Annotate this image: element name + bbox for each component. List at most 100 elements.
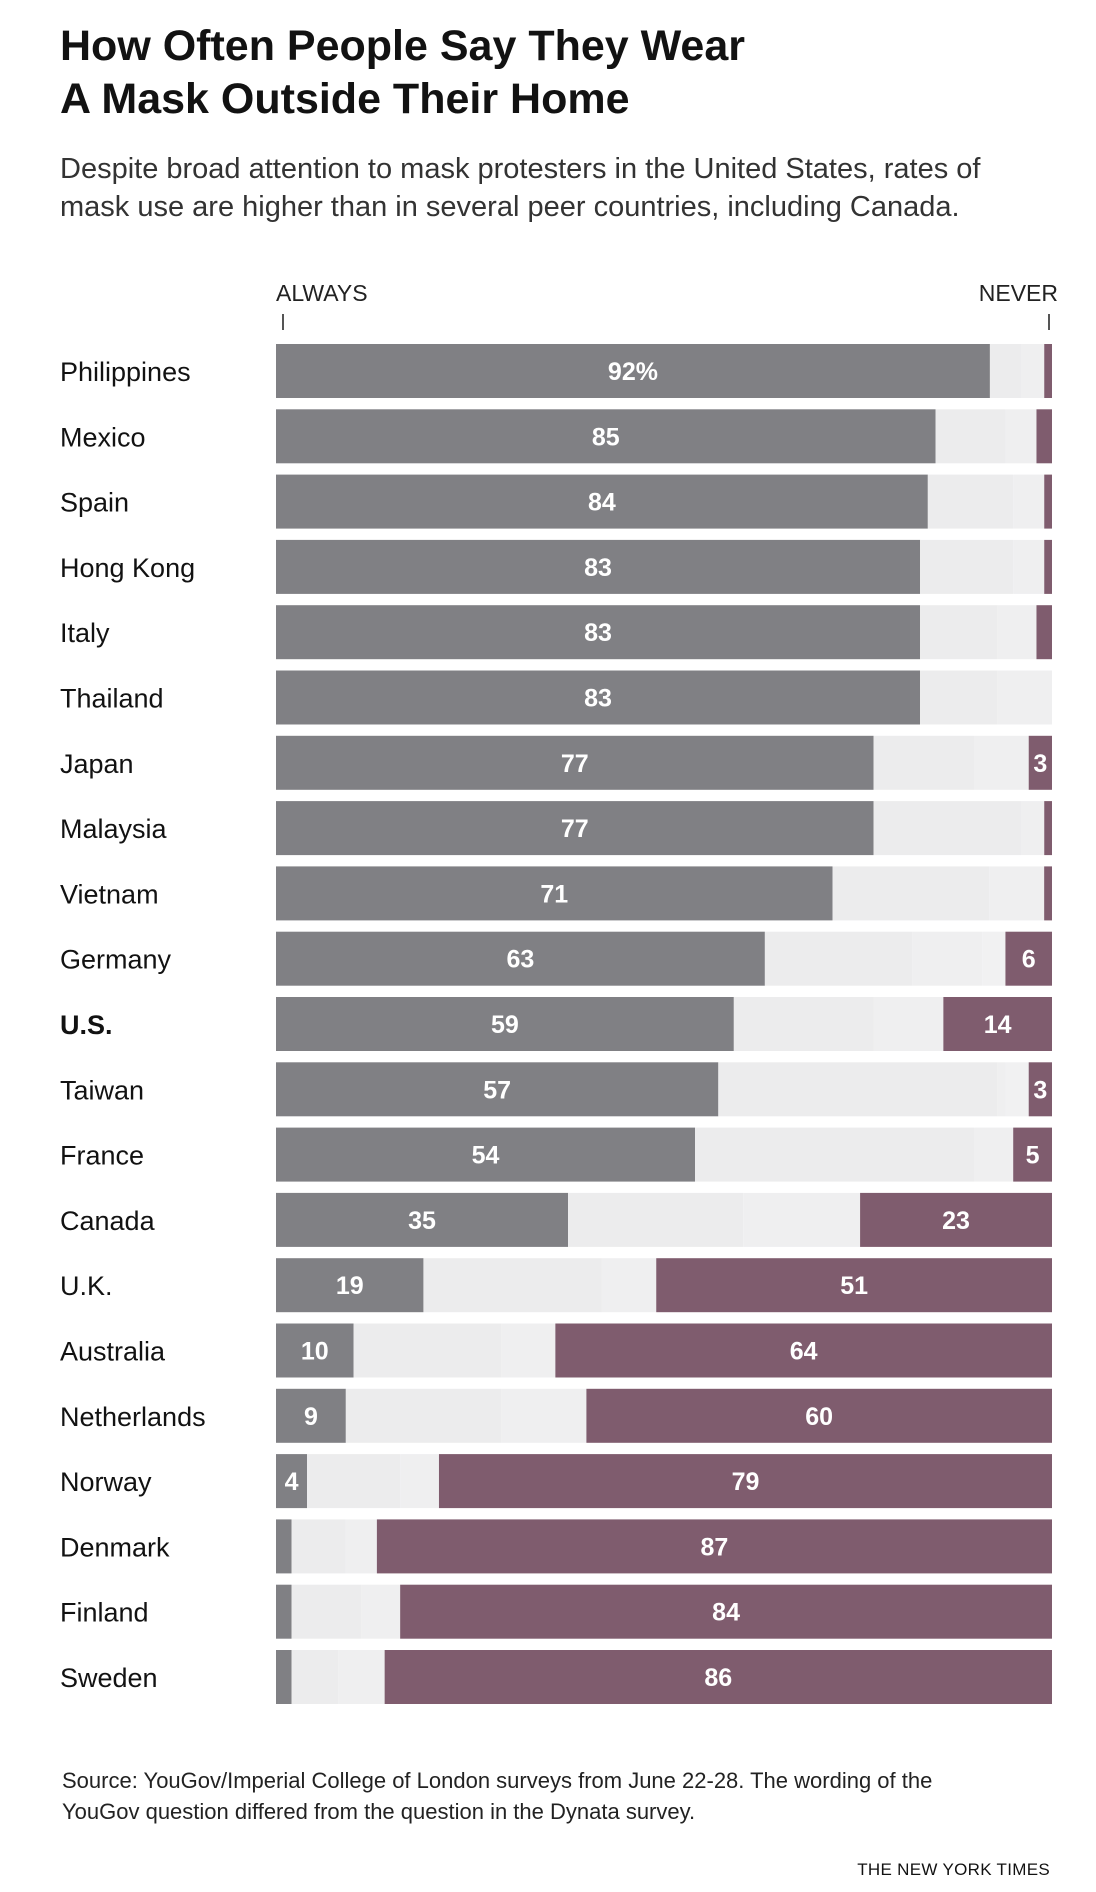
bar-segment-never <box>400 1584 1052 1639</box>
bar-segment-middle <box>718 1062 998 1117</box>
bar-segment-middle <box>1005 1062 1029 1117</box>
bar-segment-middle <box>920 605 998 660</box>
bar-segment-always <box>276 1388 346 1443</box>
bar-segment-middle <box>568 1192 744 1247</box>
bar-segment-middle <box>695 1127 975 1182</box>
bar-segment-never <box>1044 801 1052 856</box>
country-label: Germany <box>60 945 172 975</box>
bar-segment-middle <box>1020 801 1045 856</box>
bar-segment-middle <box>345 1519 377 1574</box>
value-label-never: 86 <box>704 1664 732 1692</box>
bar-segment-middle <box>873 997 944 1051</box>
country-label: Vietnam <box>60 879 159 909</box>
bar-segment-middle <box>291 1584 362 1639</box>
bar-segment-never <box>1013 1127 1052 1182</box>
country-label: Mexico <box>60 422 146 452</box>
bar-segment-always <box>276 605 921 660</box>
value-label-never: 60 <box>805 1403 833 1431</box>
value-label-never: 3 <box>1033 1076 1047 1104</box>
bar-segment-always <box>276 1454 308 1509</box>
chart-subtitle-line-2: mask use are higher than in several peer… <box>60 191 960 223</box>
value-label-never: 51 <box>840 1272 868 1300</box>
bar-segment-middle <box>423 1258 602 1313</box>
bar-segment-middle <box>974 735 1029 790</box>
bar-segment-never <box>1044 866 1052 921</box>
country-label: Hong Kong <box>60 553 195 583</box>
bar-segment-never <box>376 1519 1052 1574</box>
value-label-always: 19 <box>336 1272 364 1300</box>
bar-segment-never <box>1005 931 1052 986</box>
value-label-never: 84 <box>712 1599 740 1627</box>
axis-label-always: ALWAYS <box>276 280 368 306</box>
value-label-always: 54 <box>472 1142 500 1170</box>
bar-segment-middle <box>974 1127 1014 1182</box>
value-label-never: 14 <box>984 1011 1012 1039</box>
bar-segment-middle <box>912 931 983 986</box>
bar-segment-middle <box>1020 344 1045 398</box>
bar-segment-always <box>276 1584 292 1639</box>
value-label-always: 4 <box>285 1468 299 1496</box>
axis-tick-never <box>1048 314 1050 330</box>
bar-segment-middle <box>501 1388 587 1443</box>
value-label-never: 6 <box>1022 946 1036 974</box>
value-label-always: 59 <box>491 1011 519 1039</box>
bar-segment-middle <box>920 539 1014 594</box>
value-label-always: 83 <box>584 685 612 713</box>
country-label: Canada <box>60 1206 156 1236</box>
bar-segment-middle <box>920 670 998 725</box>
bar-segment-never <box>943 997 1052 1051</box>
bar-segment-always <box>276 931 765 986</box>
country-label: Japan <box>60 749 134 779</box>
bar-segment-always <box>276 1192 569 1247</box>
bar-segment-middle <box>982 931 1006 986</box>
country-label: Norway <box>60 1467 152 1497</box>
bar-segment-always <box>276 474 928 529</box>
bar-segment-always <box>276 866 833 921</box>
country-label: Australia <box>60 1337 166 1367</box>
bar-segment-never <box>656 1258 1052 1313</box>
country-label: Philippines <box>60 357 191 387</box>
bar-segment-middle <box>501 1323 556 1378</box>
bar-segment-always <box>276 344 990 398</box>
bar-segment-always <box>276 1323 354 1378</box>
value-label-never: 79 <box>732 1468 760 1496</box>
bar-segment-middle <box>291 1650 339 1704</box>
bar-segment-middle <box>307 1454 401 1509</box>
bar-segment-never <box>438 1454 1053 1509</box>
bar-segment-never <box>1044 539 1052 594</box>
bar-segment-middle <box>873 801 1021 856</box>
country-label: France <box>60 1141 144 1171</box>
country-label: Italy <box>60 618 110 648</box>
value-label-always: 35 <box>408 1207 436 1235</box>
value-label-always: 83 <box>584 554 612 582</box>
bar-segment-never <box>1028 735 1052 790</box>
axis-tick-always <box>282 314 284 330</box>
bar-segment-never <box>1036 605 1052 660</box>
bar-segment-middle <box>1013 539 1045 594</box>
value-label-always: 85 <box>592 423 620 451</box>
value-label-always: 84 <box>588 489 616 517</box>
bar-segment-middle <box>733 997 874 1051</box>
value-label-always: 77 <box>561 815 589 843</box>
country-label: Malaysia <box>60 814 168 844</box>
country-label: Thailand <box>60 684 164 714</box>
value-label-never: 87 <box>701 1533 729 1561</box>
country-label: Taiwan <box>60 1075 144 1105</box>
bar-segment-middle <box>935 409 1006 464</box>
country-label: U.S. <box>60 1010 113 1040</box>
value-label-always: 83 <box>584 619 612 647</box>
bar-segment-never <box>555 1323 1052 1378</box>
bar-segment-middle <box>601 1258 657 1313</box>
bar-segment-middle <box>400 1454 439 1509</box>
bar-segment-always <box>276 1519 292 1574</box>
bar-segment-middle <box>345 1388 502 1443</box>
country-label: Spain <box>60 488 129 518</box>
bar-segment-middle <box>764 931 913 986</box>
bar-segment-always <box>276 670 921 725</box>
bar-segment-never <box>1036 409 1052 464</box>
country-label: Netherlands <box>60 1402 206 1432</box>
country-label: Finland <box>60 1598 149 1628</box>
bar-segment-never <box>860 1192 1052 1247</box>
bar-segment-always <box>276 735 874 790</box>
value-label-always: 77 <box>561 750 589 778</box>
